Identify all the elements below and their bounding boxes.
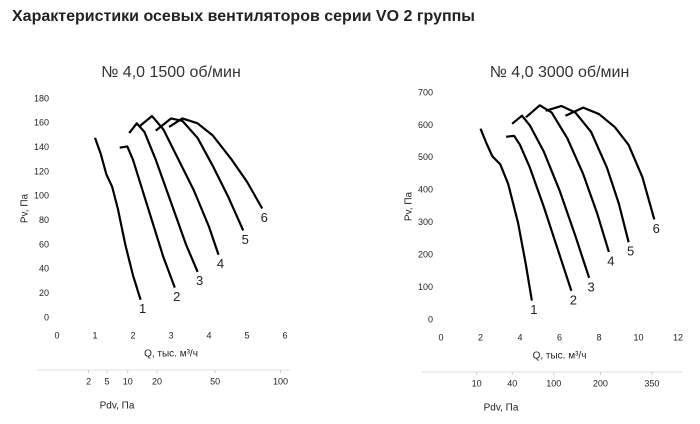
- curve-label: 4: [607, 253, 614, 268]
- curve-label: 1: [139, 301, 146, 316]
- fan-curve: [128, 122, 199, 273]
- x-tick-label: 12: [673, 332, 683, 342]
- chart-title: № 4,0 3000 об/мин: [490, 64, 630, 81]
- y-tick-label: 40: [39, 264, 49, 274]
- x2-tick-label: 100: [273, 376, 288, 386]
- y-tick-label: 200: [418, 250, 433, 260]
- curve-label: 3: [588, 279, 595, 294]
- x2-axis-label: Pdv, Па: [100, 401, 135, 412]
- y-tick-label: 500: [418, 152, 433, 162]
- y-tick-label: 100: [418, 282, 433, 292]
- x2-tick-label: 50: [210, 376, 220, 386]
- x-tick-label: 8: [596, 332, 601, 342]
- curve-label: 5: [627, 244, 634, 259]
- curve-label: 6: [261, 210, 268, 225]
- fan-curve: [155, 117, 245, 231]
- fan-curve: [545, 104, 630, 243]
- x-tick-label: 2: [130, 330, 135, 340]
- curve-label: 2: [173, 289, 180, 304]
- x-axis-label: Q, тыс. м³/ч: [144, 349, 198, 360]
- y-tick-label: 180: [34, 93, 49, 103]
- curve-label: 6: [653, 221, 660, 236]
- x2-tick-label: 40: [507, 378, 517, 388]
- y-tick-label: 0: [428, 314, 433, 324]
- x2-tick-label: 20: [152, 376, 162, 386]
- x2-tick-label: 350: [644, 378, 659, 388]
- x-tick-label: 2: [478, 332, 483, 342]
- fan-curve: [564, 106, 656, 220]
- x2-tick-label: 5: [104, 376, 109, 386]
- x-tick-label: 0: [54, 330, 59, 340]
- x-tick-label: 4: [206, 330, 211, 340]
- curve-label: 4: [217, 256, 224, 271]
- fan-curve: [138, 114, 220, 256]
- y-tick-label: 300: [418, 217, 433, 227]
- y-tick-label: 600: [418, 120, 433, 130]
- curve-label: 1: [530, 302, 537, 317]
- x2-axis-label: Pdv, Па: [484, 403, 519, 414]
- y-tick-label: 60: [39, 239, 49, 249]
- x-tick-label: 6: [282, 330, 287, 340]
- y-tick-label: 20: [39, 288, 49, 298]
- y-tick-label: 80: [39, 215, 49, 225]
- chart-title: № 4,0 1500 об/мин: [101, 64, 241, 81]
- y-axis-label: Pv, Па: [20, 193, 31, 223]
- x2-tick-label: 10: [472, 378, 482, 388]
- x-tick-label: 10: [633, 332, 643, 342]
- page-title: Характеристики осевых вентиляторов серии…: [12, 8, 475, 25]
- curve-label: 2: [570, 292, 577, 307]
- x-axis-label: Q, тыс. м³/ч: [533, 351, 587, 362]
- x-tick-label: 4: [517, 332, 522, 342]
- x-tick-label: 3: [168, 330, 173, 340]
- fan-curve: [479, 128, 533, 301]
- y-tick-label: 100: [34, 191, 49, 201]
- curve-label: 5: [242, 232, 249, 247]
- x-tick-label: 1: [92, 330, 97, 340]
- y-axis-label: Pv, Па: [404, 191, 415, 221]
- y-tick-label: 400: [418, 185, 433, 195]
- fan-curve: [506, 134, 573, 292]
- x-tick-label: 0: [438, 332, 443, 342]
- x-tick-label: 5: [244, 330, 249, 340]
- y-tick-label: 120: [34, 166, 49, 176]
- x-tick-label: 6: [557, 332, 562, 342]
- fan-curve: [511, 114, 591, 279]
- x2-tick-label: 2: [86, 376, 91, 386]
- fan-curve: [119, 145, 176, 288]
- fan-curve: [93, 137, 142, 301]
- x2-tick-label: 200: [593, 378, 608, 388]
- y-tick-label: 140: [34, 142, 49, 152]
- fan-curve: [168, 117, 264, 210]
- y-tick-label: 700: [418, 87, 433, 97]
- x2-tick-label: 10: [123, 376, 133, 386]
- x2-tick-label: 100: [546, 378, 561, 388]
- y-tick-label: 0: [44, 312, 49, 322]
- curve-label: 3: [196, 273, 203, 288]
- y-tick-label: 160: [34, 118, 49, 128]
- fan-curve: [525, 104, 610, 253]
